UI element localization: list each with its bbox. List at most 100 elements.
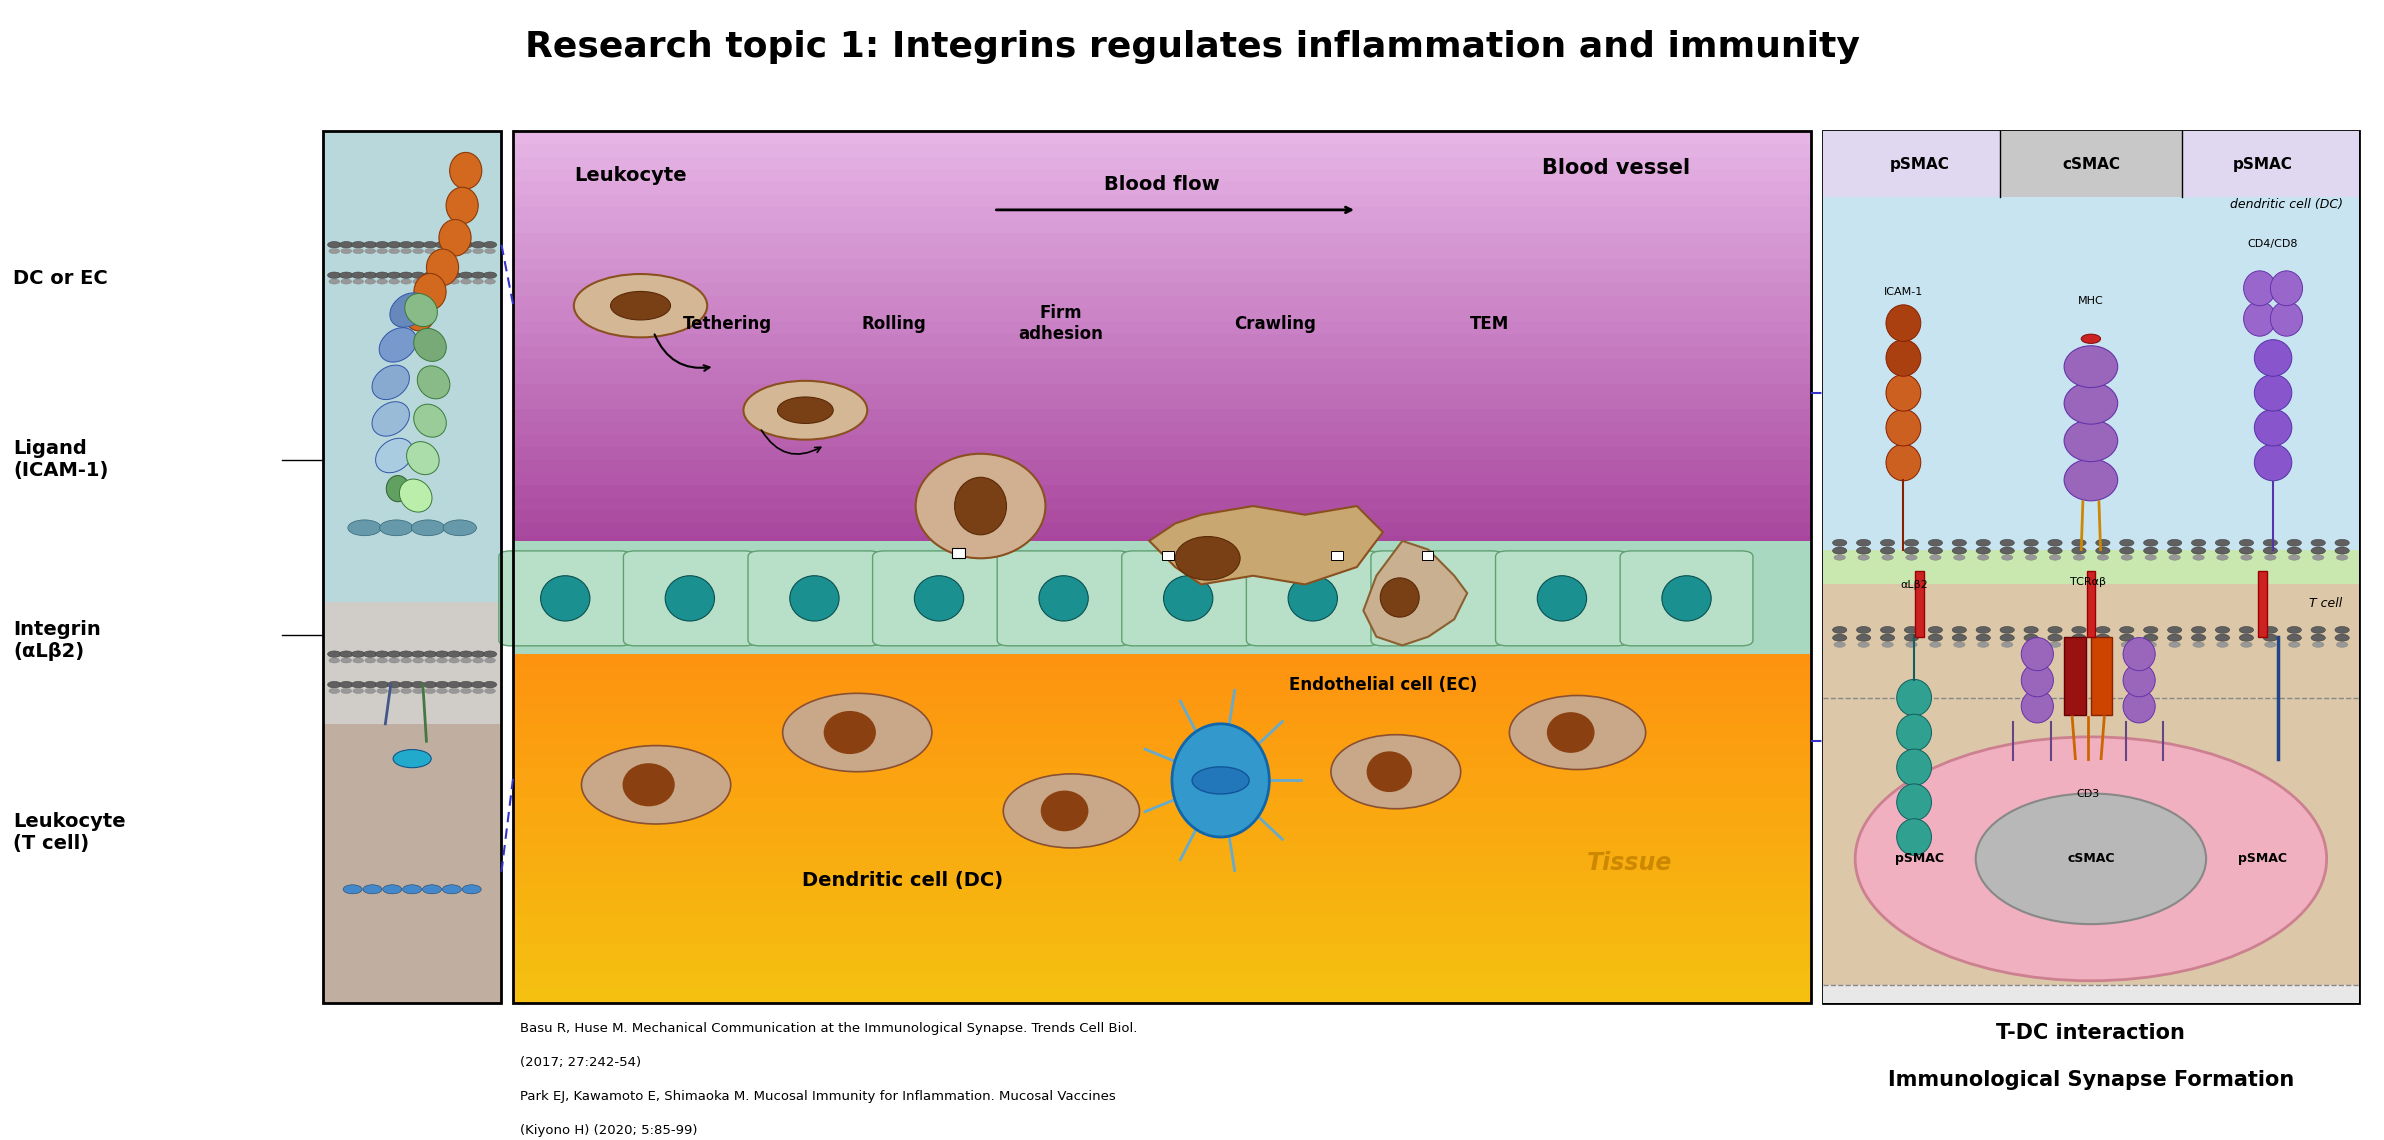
Ellipse shape bbox=[1173, 724, 1268, 837]
Ellipse shape bbox=[2124, 690, 2155, 723]
Circle shape bbox=[1857, 634, 1869, 640]
Circle shape bbox=[2289, 555, 2301, 560]
Circle shape bbox=[362, 272, 377, 278]
Circle shape bbox=[2193, 547, 2205, 552]
Circle shape bbox=[2000, 627, 2014, 634]
Circle shape bbox=[389, 651, 401, 658]
Ellipse shape bbox=[451, 153, 482, 189]
Bar bbox=[322, 131, 501, 602]
Circle shape bbox=[2310, 539, 2324, 546]
Circle shape bbox=[1833, 547, 1848, 554]
Circle shape bbox=[2146, 634, 2158, 640]
Bar bbox=[513, 458, 1812, 472]
Bar bbox=[513, 585, 1812, 599]
Circle shape bbox=[2334, 539, 2348, 546]
Bar bbox=[513, 358, 1812, 372]
Bar bbox=[513, 928, 1812, 944]
Circle shape bbox=[2026, 547, 2036, 552]
Circle shape bbox=[1952, 642, 1964, 648]
Circle shape bbox=[2289, 547, 2301, 552]
FancyBboxPatch shape bbox=[625, 551, 756, 646]
FancyBboxPatch shape bbox=[1371, 551, 1504, 646]
Circle shape bbox=[2003, 555, 2012, 560]
Ellipse shape bbox=[789, 576, 839, 621]
Circle shape bbox=[1976, 539, 1991, 546]
Circle shape bbox=[2215, 539, 2229, 546]
Circle shape bbox=[2167, 635, 2181, 641]
Bar bbox=[513, 547, 1812, 561]
Circle shape bbox=[460, 272, 472, 278]
Ellipse shape bbox=[1898, 679, 1931, 716]
FancyBboxPatch shape bbox=[1247, 551, 1380, 646]
Circle shape bbox=[2334, 635, 2348, 641]
Ellipse shape bbox=[1330, 734, 1461, 808]
Circle shape bbox=[2074, 555, 2084, 560]
Circle shape bbox=[343, 885, 362, 894]
Circle shape bbox=[2122, 547, 2134, 552]
Circle shape bbox=[472, 249, 484, 253]
Ellipse shape bbox=[1976, 793, 2205, 925]
Ellipse shape bbox=[439, 220, 472, 256]
Text: Crawling: Crawling bbox=[1235, 315, 1316, 333]
Ellipse shape bbox=[1163, 576, 1213, 621]
Circle shape bbox=[401, 682, 412, 687]
Ellipse shape bbox=[1175, 537, 1240, 580]
Circle shape bbox=[2336, 634, 2348, 640]
Circle shape bbox=[424, 249, 436, 253]
Bar bbox=[513, 724, 1812, 739]
Circle shape bbox=[2074, 634, 2084, 640]
Circle shape bbox=[377, 682, 389, 687]
Circle shape bbox=[1833, 627, 1848, 634]
Circle shape bbox=[1881, 634, 1893, 640]
Bar bbox=[513, 130, 1812, 144]
Circle shape bbox=[777, 397, 834, 423]
Circle shape bbox=[2050, 555, 2060, 560]
Bar bbox=[513, 307, 1812, 321]
Ellipse shape bbox=[2243, 271, 2277, 306]
Bar bbox=[513, 943, 1812, 959]
Circle shape bbox=[2312, 642, 2324, 648]
Circle shape bbox=[1952, 555, 1964, 560]
Text: CD4/CD8: CD4/CD8 bbox=[2248, 239, 2298, 249]
Circle shape bbox=[2286, 547, 2301, 554]
Bar bbox=[513, 256, 1812, 270]
Circle shape bbox=[1881, 547, 1893, 552]
Bar bbox=[513, 679, 1812, 695]
Ellipse shape bbox=[415, 328, 446, 361]
Bar bbox=[513, 522, 1812, 536]
Ellipse shape bbox=[2022, 663, 2053, 697]
Circle shape bbox=[1833, 634, 1845, 640]
Circle shape bbox=[1857, 635, 1871, 641]
Ellipse shape bbox=[1662, 576, 1712, 621]
Circle shape bbox=[1857, 555, 1869, 560]
Circle shape bbox=[412, 689, 424, 693]
Circle shape bbox=[2262, 539, 2277, 546]
Circle shape bbox=[1905, 547, 1919, 554]
Text: (Kiyono H) (2020; 5:85-99): (Kiyono H) (2020; 5:85-99) bbox=[520, 1124, 699, 1137]
Circle shape bbox=[339, 242, 353, 247]
Circle shape bbox=[2024, 635, 2038, 641]
Circle shape bbox=[1929, 642, 1941, 648]
Bar bbox=[513, 767, 1812, 783]
Bar bbox=[513, 181, 1812, 195]
Circle shape bbox=[1929, 555, 1941, 560]
Circle shape bbox=[1833, 642, 1845, 648]
Circle shape bbox=[472, 242, 484, 247]
Circle shape bbox=[436, 682, 448, 687]
Bar bbox=[513, 572, 1812, 586]
Bar bbox=[1824, 549, 2358, 585]
Circle shape bbox=[393, 750, 432, 767]
Circle shape bbox=[2193, 642, 2205, 648]
Circle shape bbox=[389, 682, 401, 687]
Circle shape bbox=[2098, 547, 2107, 552]
Circle shape bbox=[2119, 539, 2134, 546]
Circle shape bbox=[472, 682, 484, 687]
Circle shape bbox=[339, 272, 353, 278]
Circle shape bbox=[2241, 642, 2253, 648]
Ellipse shape bbox=[405, 293, 436, 326]
Text: cSMAC: cSMAC bbox=[2062, 156, 2119, 172]
Circle shape bbox=[1881, 539, 1895, 546]
FancyBboxPatch shape bbox=[498, 551, 632, 646]
FancyBboxPatch shape bbox=[997, 551, 1130, 646]
Bar bbox=[513, 752, 1812, 768]
